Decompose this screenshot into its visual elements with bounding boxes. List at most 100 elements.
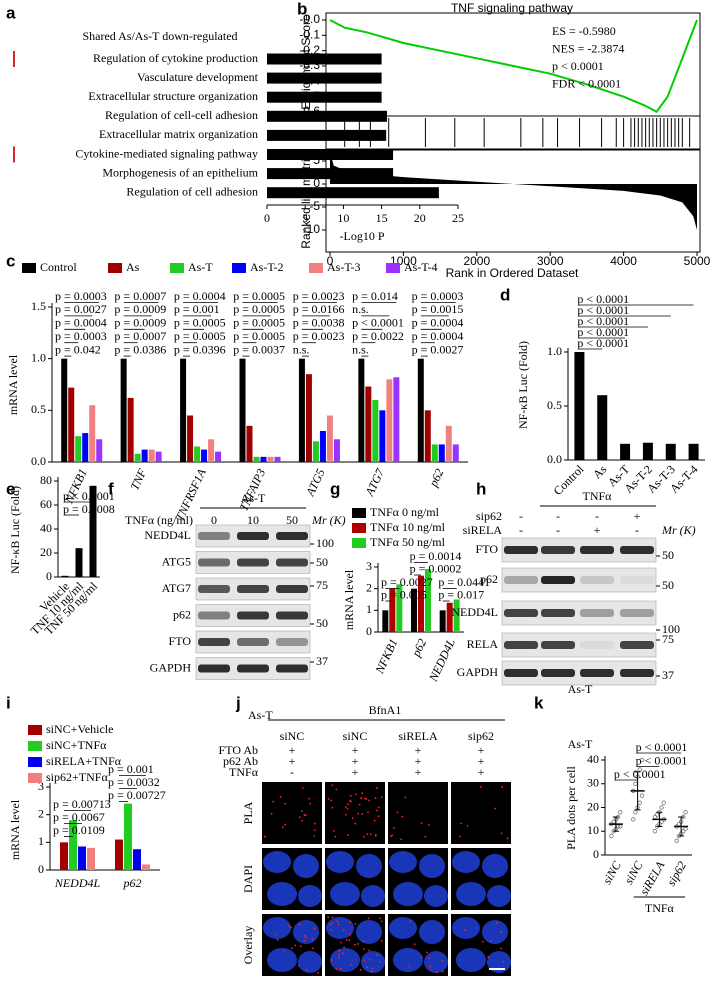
pla-dot xyxy=(274,933,277,936)
pla-dot xyxy=(502,960,505,963)
statistic: FDR < 0.0001 xyxy=(552,76,621,90)
p-value: p < 0.0001 xyxy=(614,767,666,781)
bar xyxy=(141,449,148,462)
condition-sign: + xyxy=(352,743,359,757)
x-axis-label: -Log10 P xyxy=(340,229,385,243)
bar xyxy=(260,456,267,462)
p-value: p = 0.0004 xyxy=(412,329,464,343)
nucleus xyxy=(326,917,354,939)
blot-band xyxy=(541,669,575,677)
panel-letter: d xyxy=(500,285,510,304)
pla-dot xyxy=(303,813,306,816)
pla-dot xyxy=(327,916,330,919)
data-point xyxy=(631,817,636,822)
x-tick-label: 5000 xyxy=(684,254,711,268)
legend-label: Control xyxy=(40,260,77,274)
data-point xyxy=(618,810,623,815)
nucleus xyxy=(487,885,511,907)
p-value: p = 0.0027 xyxy=(55,302,107,316)
p-value: p = 0.0022 xyxy=(352,329,404,343)
blot-band xyxy=(620,609,654,617)
pla-dot xyxy=(371,967,374,970)
bar xyxy=(326,415,333,462)
blot-band xyxy=(504,609,538,617)
bar xyxy=(333,439,340,462)
pla-dot xyxy=(413,943,416,946)
bar xyxy=(78,846,86,870)
bar xyxy=(620,443,631,460)
pla-dot xyxy=(264,835,266,838)
p-value: p = 0.0007 xyxy=(114,289,166,303)
cell-label: As-T xyxy=(248,708,273,722)
blot-band xyxy=(504,641,538,649)
category-label: Regulation of cytokine production xyxy=(93,51,258,65)
y-axis-label: Enrichment Score xyxy=(299,14,313,110)
bar xyxy=(642,442,653,460)
condition-label: FTO Ab xyxy=(219,743,258,757)
legend-swatch xyxy=(352,538,366,548)
blot-band xyxy=(541,546,575,554)
pla-dot xyxy=(380,939,383,942)
data-point xyxy=(652,829,658,834)
pla-dot xyxy=(327,798,330,800)
data-point xyxy=(659,805,664,810)
pla-dot xyxy=(369,958,371,961)
pla-dot xyxy=(346,803,349,806)
panel-letter: i xyxy=(6,693,11,712)
bar xyxy=(187,415,194,462)
p-value: p = 0.00727 xyxy=(108,788,166,802)
blot-row-label: p62 xyxy=(480,572,498,586)
x-tick-label: Control xyxy=(551,462,587,498)
nucleus xyxy=(263,851,291,873)
p-value: p < 0.0001 xyxy=(577,325,629,339)
pla-dot xyxy=(298,923,301,926)
x-tick-label: 25 xyxy=(452,211,464,225)
p-value: p = 0.0005 xyxy=(233,329,285,343)
y-tick-label: 5 xyxy=(313,153,320,167)
y-tick-label: -0.3 xyxy=(299,58,320,72)
p-value: p = 0.0396 xyxy=(174,342,226,356)
y-tick-label: 0 xyxy=(313,176,320,190)
y-tick-label: 60 xyxy=(40,497,52,511)
p-value: p = 0.005 xyxy=(381,587,427,601)
y-tick-label: 0.0 xyxy=(547,452,562,466)
legend-label: TNFα 0 ng/ml xyxy=(370,505,440,519)
y-axis-label: NF-κB Luc (Fold) xyxy=(516,341,530,429)
x-axis-label: Rank in Ordered Dataset xyxy=(446,266,579,280)
bar xyxy=(274,456,281,462)
p-value: p = 0.0003 xyxy=(55,329,107,343)
y-tick-label: 0.5 xyxy=(31,402,46,416)
y-tick-label: 0 xyxy=(593,847,599,861)
p-value: p = 0.0009 xyxy=(114,302,166,316)
pla-dot xyxy=(284,802,287,805)
bar xyxy=(61,358,68,462)
pla-dot xyxy=(357,812,360,815)
pla-dot xyxy=(345,813,347,816)
nucleus xyxy=(263,917,291,939)
pla-dot xyxy=(362,940,365,942)
y-tick-label: -0.2 xyxy=(299,43,320,57)
pla-dot xyxy=(490,940,492,943)
condition-sign: + xyxy=(415,754,422,768)
p-value: p < 0.0001 xyxy=(636,740,688,754)
p-value: n.s. xyxy=(352,342,369,356)
pla-dot xyxy=(441,960,444,962)
p-value: p = 0.0005 xyxy=(233,289,285,303)
treatment-label: sip62 xyxy=(476,509,502,523)
bar xyxy=(215,451,222,462)
pla-dot xyxy=(466,824,469,827)
bar xyxy=(133,849,141,870)
marker-label: 37 xyxy=(316,654,328,668)
p-value: p = 0.0023 xyxy=(293,329,345,343)
nucleus xyxy=(298,951,322,973)
condition-label: TNFα xyxy=(229,765,259,779)
pla-dot xyxy=(441,970,444,973)
legend-label: siNC+TNFα xyxy=(46,738,107,752)
bar xyxy=(452,444,459,462)
legend-swatch xyxy=(352,523,366,533)
pla-dot xyxy=(311,938,314,941)
category-label: Vasculature development xyxy=(137,70,259,84)
nucleus xyxy=(482,920,508,944)
statistic: NES = -2.3874 xyxy=(552,41,624,55)
y-tick-label: 30 xyxy=(587,776,599,790)
